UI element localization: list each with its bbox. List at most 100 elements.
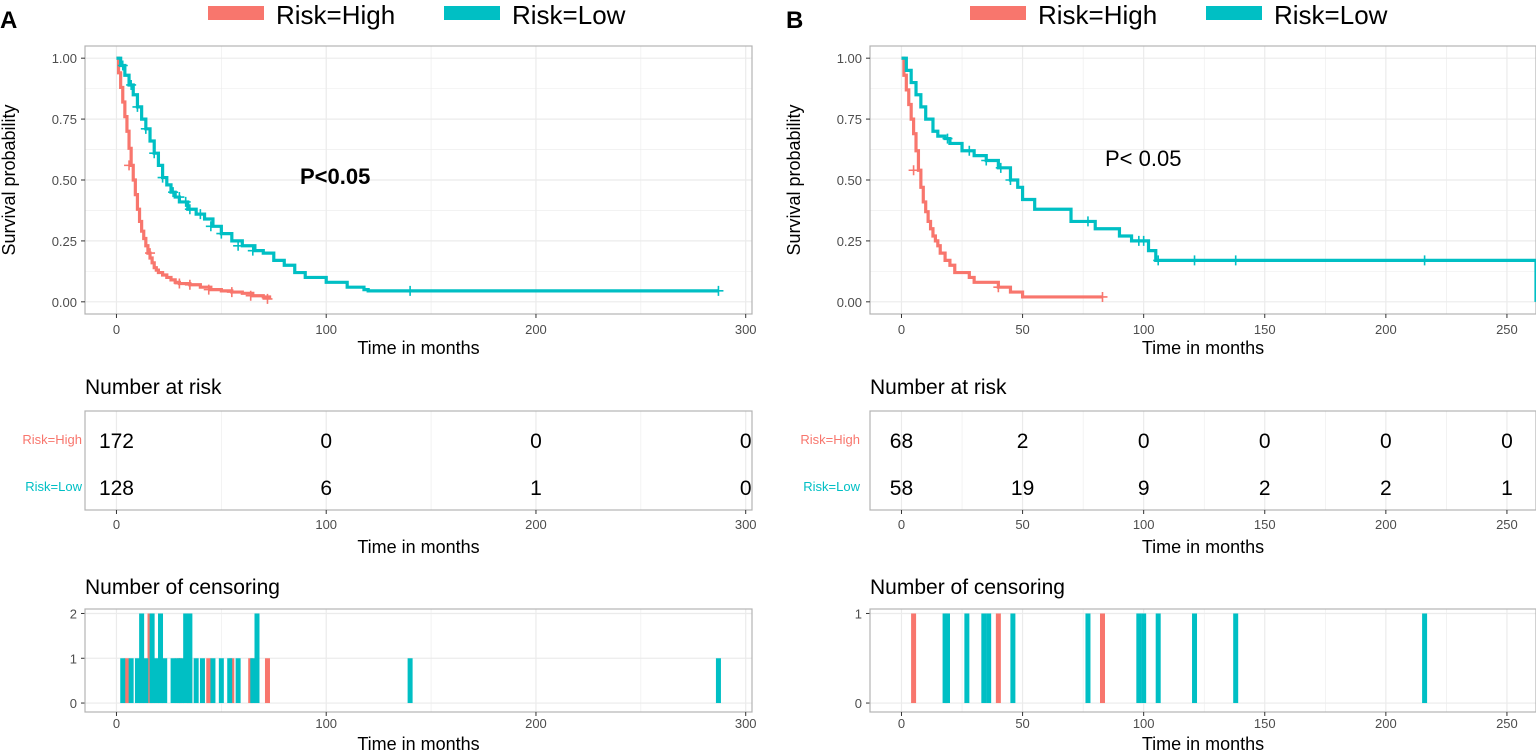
censor-mark-high: [145, 248, 156, 259]
censor-bar-low: [158, 613, 164, 704]
panel-a: A Risk=High Risk=Low 0.00 0.25 0.50 0.75 1.00 0 1…: [0, 0, 757, 752]
risk-count: 2: [1380, 477, 1392, 500]
y-tick-label: 0.75: [52, 112, 77, 127]
censor-bar-low: [120, 658, 126, 704]
risk-count: 0: [320, 430, 332, 453]
censor-mark-low: [174, 192, 185, 203]
censor-mark-low: [149, 148, 160, 159]
risk-x-tick-label: 100: [315, 517, 337, 532]
censor-mark-low: [995, 162, 1006, 173]
censor-mark-low: [140, 123, 151, 134]
legend-low-label: Risk=Low: [512, 0, 626, 30]
censor-bar-low: [218, 658, 224, 704]
risk-x-tick-label: 200: [525, 517, 547, 532]
x-tick-label: 200: [1375, 322, 1397, 337]
censor-bar-low: [187, 613, 193, 704]
censor-mark-low: [1419, 255, 1430, 266]
censor-bar-low: [143, 658, 149, 704]
censor-mark-high: [124, 160, 135, 171]
censor-x-tick-label: 0: [113, 716, 120, 731]
censor-bar-high: [911, 613, 917, 704]
x-tick-label: 200: [525, 322, 547, 337]
risk-count: 0: [740, 477, 752, 500]
y-tick-label: 0.25: [52, 234, 77, 249]
censor-mark-low: [405, 285, 416, 296]
censoring-plot: Number of censoring 0 1 2 0 100 200 300 Time in …: [70, 576, 757, 752]
legend-low-swatch: [444, 6, 500, 20]
censor-mark-low: [132, 101, 143, 112]
x-axis-label: Time in months: [357, 338, 479, 358]
panel-label: A: [0, 7, 17, 34]
risk-count: 0: [1501, 430, 1513, 453]
censor-bar-low: [128, 658, 134, 704]
x-tick-label: 100: [315, 322, 337, 337]
risk-count: 9: [1138, 477, 1150, 500]
y-axis-label: Survival probability: [784, 104, 804, 255]
censor-mark-low: [216, 228, 227, 239]
censor-bar-low: [1085, 613, 1091, 704]
censor-mark-low: [1189, 255, 1200, 266]
censor-bar-low: [964, 613, 970, 704]
censor-mark-low: [1082, 216, 1093, 227]
censoring-title: Number of censoring: [870, 576, 1065, 599]
y-tick-label: 0.50: [52, 173, 77, 188]
risk-x-tick-label: 250: [1496, 517, 1518, 532]
censor-mark-high: [174, 278, 185, 289]
censor-mark-high: [245, 290, 256, 301]
censor-bar-low: [235, 658, 241, 704]
censor-x-axis-label: Time in months: [357, 734, 479, 752]
risk-count: 1: [530, 477, 542, 500]
risk-count: 19: [1011, 477, 1034, 500]
censor-bar-low: [407, 658, 413, 704]
censor-y-tick-label: 1: [70, 651, 77, 666]
censor-bar-low: [174, 658, 180, 704]
censor-x-tick-label: 0: [898, 716, 905, 731]
censor-y-tick-label: 1: [855, 606, 862, 621]
panel-label: B: [786, 7, 803, 34]
risk-x-tick-label: 0: [113, 517, 120, 532]
survival-line-high: [901, 56, 1103, 299]
censor-y-tick-label: 0: [70, 696, 77, 711]
censor-mark-low: [180, 196, 191, 207]
censor-x-tick-label: 150: [1254, 716, 1276, 731]
y-tick-label: 0.50: [837, 173, 862, 188]
survival-line-low: [116, 56, 719, 293]
censor-x-tick-label: 50: [1015, 716, 1029, 731]
censor-y-tick-label: 0: [855, 696, 862, 711]
censor-mark-low: [1138, 235, 1149, 246]
risk-table-border: [84, 410, 753, 511]
censor-x-tick-label: 100: [1133, 716, 1155, 731]
censor-bar-high: [995, 613, 1001, 704]
legend: Risk=High Risk=Low: [970, 0, 1388, 30]
censor-x-tick-label: 300: [735, 716, 757, 731]
censor-bar-high: [1099, 613, 1105, 704]
censor-mark-low: [713, 285, 724, 296]
risk-table: Number at risk Risk=High 172 0 0 0 Risk=Low 128…: [22, 376, 756, 557]
y-tick-label: 0.00: [837, 295, 862, 310]
risk-count: 0: [530, 430, 542, 453]
risk-count: 0: [1380, 430, 1392, 453]
censor-bar-low: [162, 658, 168, 704]
censor-mark-low: [168, 187, 179, 198]
risk-x-tick-label: 150: [1254, 517, 1276, 532]
censor-mark-high: [184, 279, 195, 290]
censor-x-tick-label: 100: [315, 716, 337, 731]
risk-x-tick-label: 200: [1375, 517, 1397, 532]
censor-x-tick-label: 200: [525, 716, 547, 731]
censor-mark-high: [1097, 291, 1108, 302]
risk-x-tick-label: 300: [735, 517, 757, 532]
censor-bar-low: [1141, 613, 1147, 704]
censor-bar-low: [149, 613, 155, 704]
risk-x-axis-label: Time in months: [1142, 537, 1264, 557]
censor-bar-low: [134, 658, 140, 704]
censor-mark-low: [942, 133, 953, 144]
risk-table-border: [869, 410, 1536, 511]
risk-x-tick-label: 0: [898, 517, 905, 532]
censor-bar-low: [210, 658, 216, 704]
censor-bar-low: [1010, 613, 1016, 704]
censor-bar-high: [124, 658, 130, 704]
censor-bar-low: [183, 613, 189, 704]
risk-count: 2: [1259, 477, 1271, 500]
censor-mark-low: [233, 240, 244, 251]
risk-row-label: Risk=High: [22, 432, 82, 447]
